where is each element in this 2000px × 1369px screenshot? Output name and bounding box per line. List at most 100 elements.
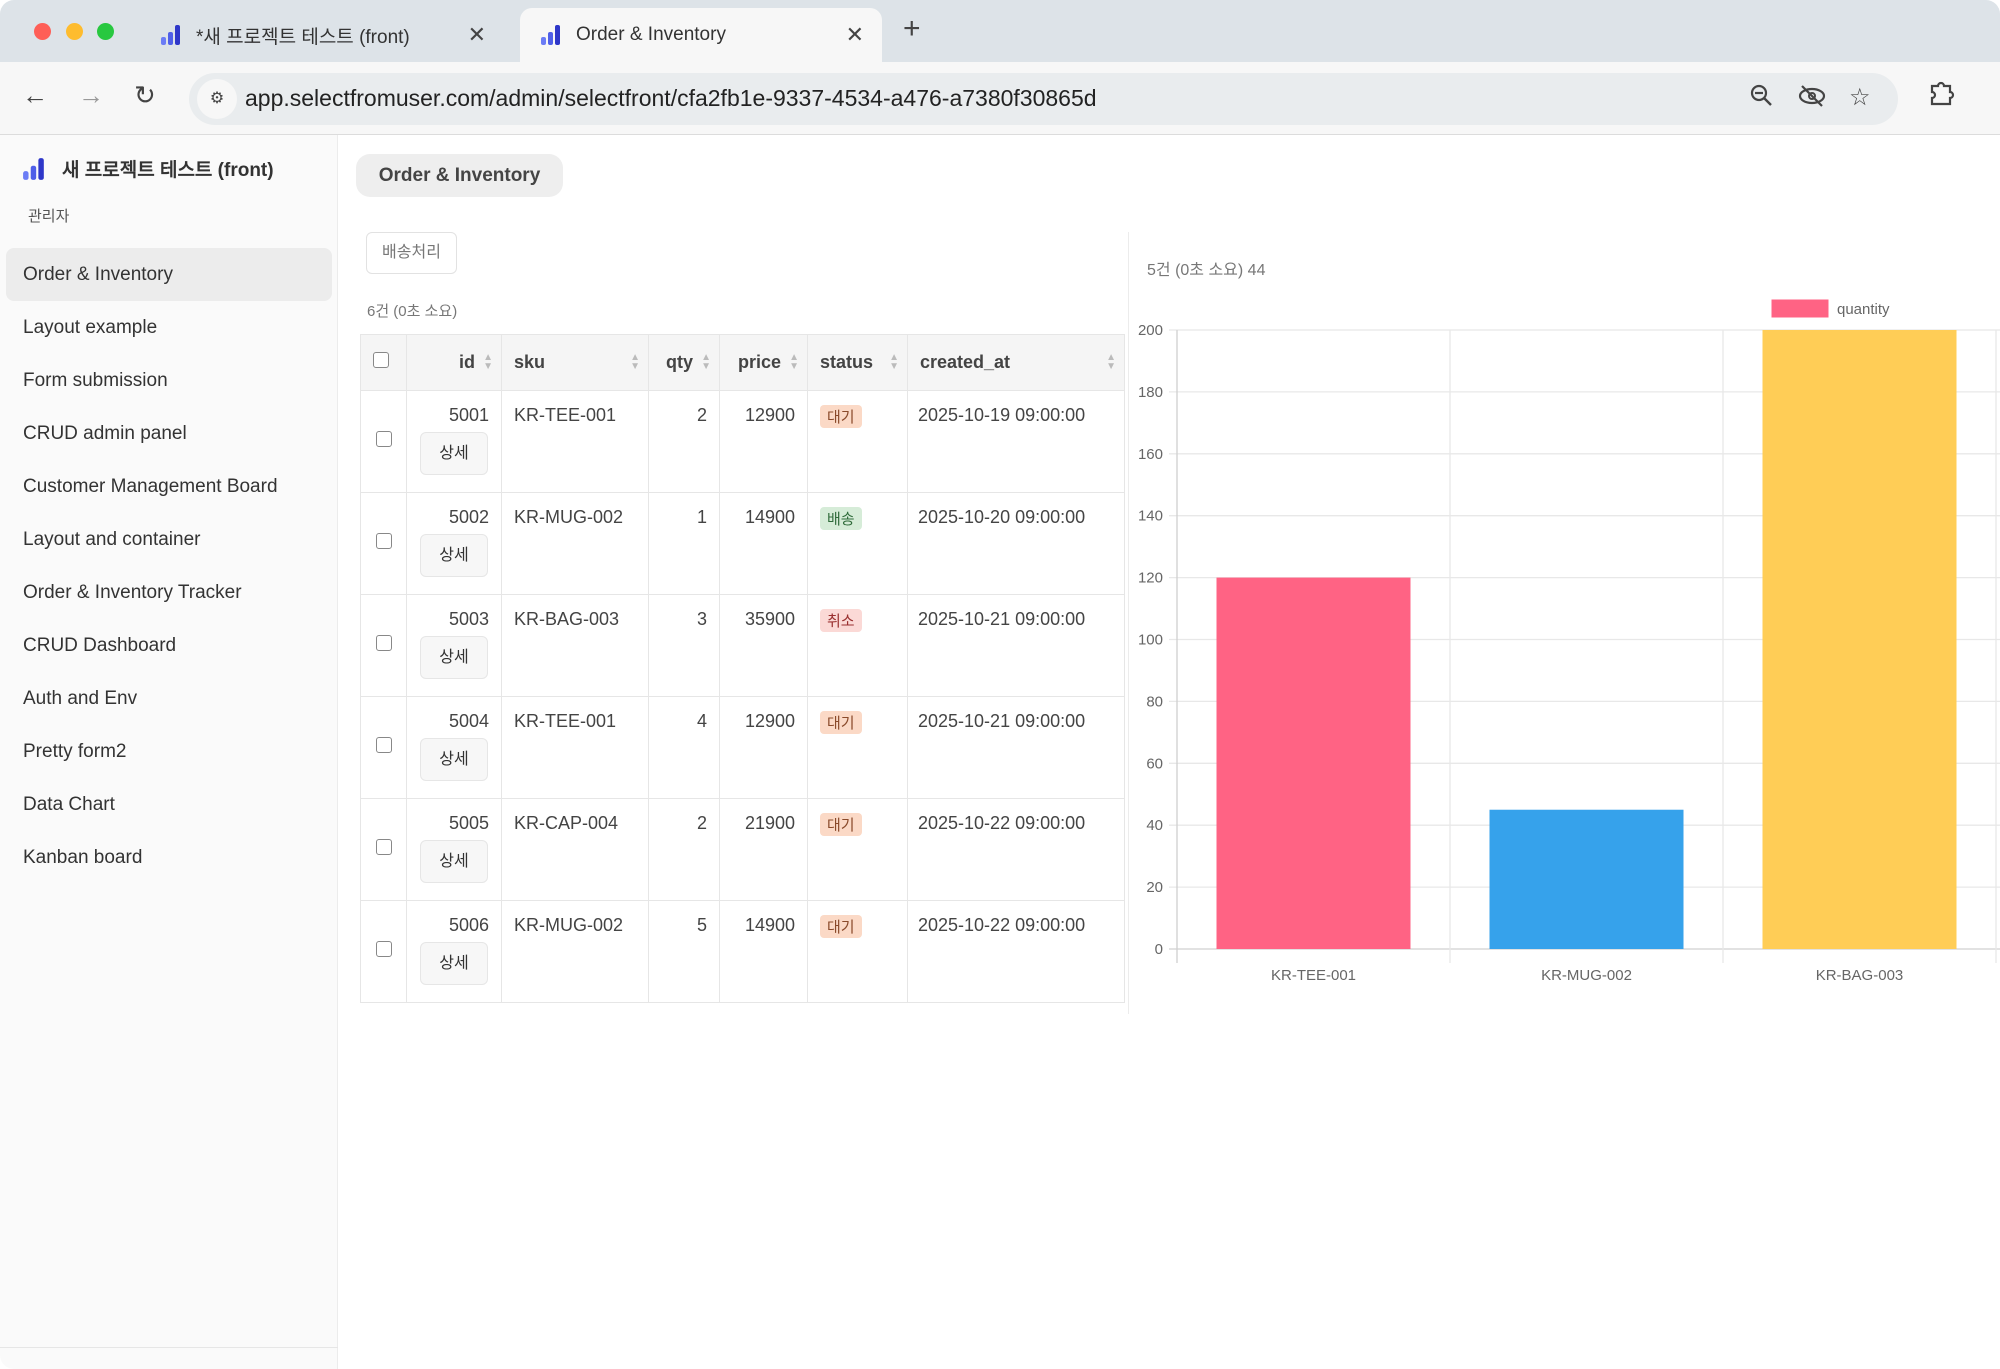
reload-icon[interactable]: ↻ bbox=[134, 80, 156, 110]
eye-off-icon[interactable] bbox=[1797, 83, 1827, 116]
project-title[interactable]: 새 프로젝트 테스트 (front) bbox=[22, 155, 274, 182]
column-label: qty bbox=[666, 352, 693, 372]
address-bar[interactable]: ⚙ app.selectfromuser.com/admin/selectfro… bbox=[189, 73, 1898, 125]
table-row: 5004 상세 KR-TEE-001 4 12900 대기 2025-10-21 09:00… bbox=[360, 696, 1125, 799]
sidebar-item-crud-admin-panel[interactable]: CRUD admin panel bbox=[23, 423, 187, 444]
id-value: 5002 bbox=[448, 507, 489, 527]
maximize-window-button[interactable] bbox=[97, 23, 114, 40]
created-at-cell: 2025-10-22 09:00:00 bbox=[907, 900, 1125, 1003]
detail-button[interactable]: 상세 bbox=[420, 534, 488, 577]
row-checkbox[interactable] bbox=[375, 941, 392, 957]
sidebar-item-layout-and-container[interactable]: Layout and container bbox=[23, 529, 201, 550]
zoom-out-icon[interactable] bbox=[1749, 83, 1775, 116]
sku-cell: KR-MUG-002 bbox=[501, 492, 649, 595]
id-value: 5005 bbox=[448, 813, 489, 833]
close-window-button[interactable] bbox=[34, 23, 51, 40]
close-tab-icon[interactable]: ✕ bbox=[467, 22, 486, 47]
sort-icon[interactable]: ▲ ▼ bbox=[789, 352, 799, 372]
close-tab-icon[interactable]: ✕ bbox=[845, 22, 864, 47]
qty-cell: 2 bbox=[648, 390, 720, 493]
app-logo-icon bbox=[23, 157, 44, 180]
select-cell bbox=[360, 696, 407, 799]
sort-icon[interactable]: ▲ ▼ bbox=[889, 352, 899, 372]
minimize-window-button[interactable] bbox=[66, 23, 83, 40]
tab-order-inventory[interactable]: Order & Inventory ✕ bbox=[520, 8, 882, 62]
status-badge: 대기 bbox=[820, 711, 862, 734]
price-cell: 12900 bbox=[719, 390, 808, 493]
app-logo-icon bbox=[161, 25, 180, 45]
sort-icon[interactable]: ▲ ▼ bbox=[701, 352, 711, 372]
sidebar-item-pretty-form2[interactable]: Pretty form2 bbox=[23, 741, 127, 762]
detail-button[interactable]: 상세 bbox=[420, 432, 488, 475]
detail-button[interactable]: 상세 bbox=[420, 738, 488, 781]
column-header-status[interactable]: status ▲ ▼ bbox=[807, 334, 908, 391]
x-tick-label: KR-TEE-001 bbox=[1271, 967, 1356, 984]
select-all-checkbox[interactable] bbox=[373, 352, 389, 368]
url-text[interactable]: app.selectfromuser.com/admin/selectfront… bbox=[245, 85, 1097, 111]
table-row: 5003 상세 KR-BAG-003 3 35900 취소 2025-10-21 09:00… bbox=[360, 594, 1125, 697]
sort-icon[interactable]: ▲ ▼ bbox=[1106, 352, 1116, 372]
browser-toolbar: ← → ↻ ⚙ app.selectfromuser.com/admin/sel… bbox=[0, 62, 2000, 135]
y-tick-label: 180 bbox=[1138, 384, 1163, 401]
select-all-header bbox=[360, 334, 407, 391]
price-cell: 12900 bbox=[719, 696, 808, 799]
qty-cell: 2 bbox=[648, 798, 720, 901]
id-cell: 5003 상세 bbox=[406, 594, 502, 697]
back-icon[interactable]: ← bbox=[22, 80, 48, 110]
created-at-cell: 2025-10-21 09:00:00 bbox=[907, 696, 1125, 799]
row-checkbox[interactable] bbox=[375, 737, 392, 753]
column-label: sku bbox=[514, 352, 546, 372]
app-logo-icon bbox=[541, 25, 560, 45]
legend-swatch bbox=[1771, 299, 1829, 318]
tab-project[interactable]: *새 프로젝트 테스트 (front) ✕ bbox=[140, 8, 504, 62]
created-at-cell: 2025-10-21 09:00:00 bbox=[907, 594, 1125, 697]
status-cell: 취소 bbox=[807, 594, 908, 697]
sidebar-item-order-inventory-tracker[interactable]: Order & Inventory Tracker bbox=[23, 582, 242, 603]
row-checkbox[interactable] bbox=[375, 839, 392, 855]
sort-icon[interactable]: ▲ ▼ bbox=[630, 352, 640, 372]
column-header-qty[interactable]: qty ▲ ▼ bbox=[648, 334, 720, 391]
id-cell: 5006 상세 bbox=[406, 900, 502, 1003]
status-badge: 취소 bbox=[820, 609, 862, 632]
qty-cell: 4 bbox=[648, 696, 720, 799]
forward-icon[interactable]: → bbox=[78, 80, 104, 110]
column-header-sku[interactable]: sku ▲ ▼ bbox=[501, 334, 649, 391]
price-cell: 21900 bbox=[719, 798, 808, 901]
sidebar-item-data-chart[interactable]: Data Chart bbox=[23, 794, 115, 815]
bar-kr-bag-003 bbox=[1762, 330, 1957, 949]
detail-button[interactable]: 상세 bbox=[420, 636, 488, 679]
detail-button[interactable]: 상세 bbox=[420, 840, 488, 883]
column-header-id[interactable]: id ▲ ▼ bbox=[406, 334, 502, 391]
tab-bar: *새 프로젝트 테스트 (front) ✕ Order & Inventory … bbox=[0, 0, 2000, 62]
row-checkbox[interactable] bbox=[375, 431, 392, 447]
column-label: price bbox=[737, 352, 781, 372]
id-cell: 5004 상세 bbox=[406, 696, 502, 799]
detail-button[interactable]: 상세 bbox=[420, 942, 488, 985]
sidebar-item-customer-management-board[interactable]: Customer Management Board bbox=[23, 476, 278, 497]
ship-button[interactable]: 배송처리 bbox=[366, 232, 457, 274]
status-cell: 대기 bbox=[807, 390, 908, 493]
extensions-icon[interactable] bbox=[1928, 80, 1956, 115]
sidebar-item-order-inventory[interactable]: Order & Inventory bbox=[6, 248, 332, 301]
sort-icon[interactable]: ▲ ▼ bbox=[483, 352, 493, 372]
star-icon[interactable]: ☆ bbox=[1849, 84, 1871, 111]
column-header-created-at[interactable]: created_at ▲ ▼ bbox=[907, 334, 1125, 391]
sidebar-item-form-submission[interactable]: Form submission bbox=[23, 370, 168, 391]
panel-divider bbox=[1128, 232, 1129, 1014]
chart-header: 5건 (0초 소요) 44 bbox=[1147, 262, 1266, 279]
column-header-price[interactable]: price ▲ ▼ bbox=[719, 334, 808, 391]
status-badge: 대기 bbox=[820, 915, 862, 938]
sidebar-item-auth-and-env[interactable]: Auth and Env bbox=[23, 688, 138, 709]
row-checkbox[interactable] bbox=[375, 635, 392, 651]
sidebar-item-crud-dashboard[interactable]: CRUD Dashboard bbox=[23, 635, 177, 656]
new-tab-icon[interactable]: + bbox=[903, 12, 921, 45]
bar-chart: 0 20 40 60 80 100 120 140 160 180 200 KR-TEE-001 KR-… bbox=[1138, 299, 2000, 984]
sidebar-item-kanban-board[interactable]: Kanban board bbox=[23, 847, 143, 868]
sidebar-item-layout-example[interactable]: Layout example bbox=[23, 317, 158, 338]
bar-kr-mug-002 bbox=[1489, 809, 1684, 949]
x-tick-label: KR-BAG-003 bbox=[1816, 967, 1904, 984]
site-settings-icon[interactable]: ⚙ bbox=[197, 79, 237, 119]
row-checkbox[interactable] bbox=[375, 533, 392, 549]
status-cell: 대기 bbox=[807, 696, 908, 799]
id-value: 5006 bbox=[448, 915, 489, 935]
